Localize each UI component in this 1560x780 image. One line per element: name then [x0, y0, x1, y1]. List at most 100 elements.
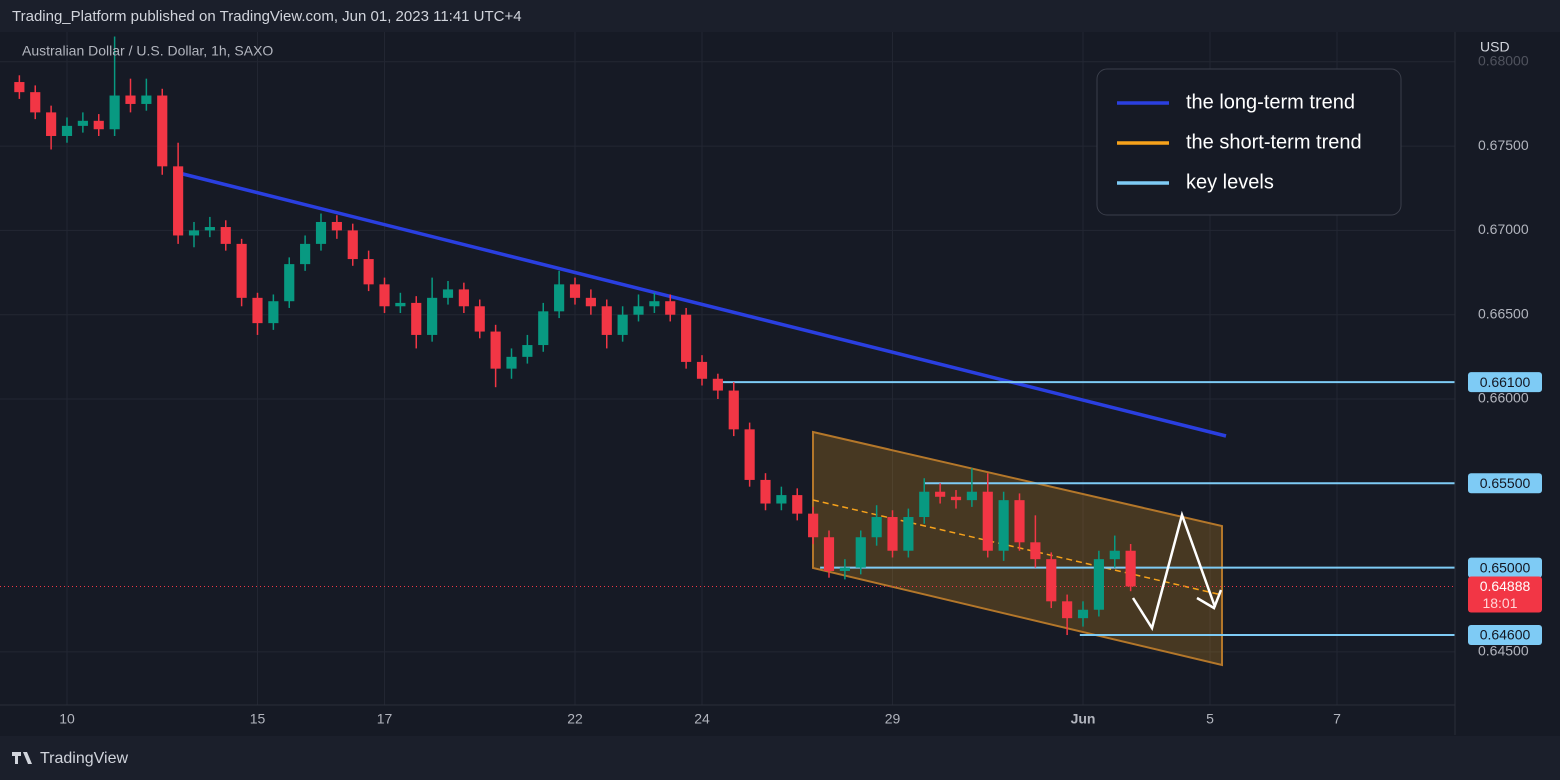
candle-body — [776, 495, 787, 504]
candle-body — [46, 112, 57, 136]
x-tick-label: 5 — [1206, 711, 1214, 727]
currency: USD — [1480, 39, 1510, 55]
key-level-tag — [1468, 557, 1542, 578]
key-level-tag — [1468, 473, 1542, 494]
candle-body — [792, 495, 803, 514]
candle-body — [61, 125, 73, 136]
candle-body — [665, 301, 676, 315]
candle-body — [871, 517, 882, 538]
last-price-tag — [1468, 576, 1542, 613]
candle-body — [284, 264, 295, 302]
candle-body — [1014, 500, 1025, 543]
candle-body — [585, 297, 596, 307]
x-tick-label: 10 — [59, 711, 75, 727]
y-tick-label: 0.67000 — [1478, 221, 1529, 237]
key-level-tag — [1468, 372, 1542, 393]
key-level-tag — [1468, 625, 1542, 646]
x-tick-label: 29 — [885, 711, 901, 727]
candle-body — [538, 311, 549, 346]
candle-body — [982, 491, 993, 551]
candle-body — [919, 491, 930, 518]
candle-body — [474, 306, 485, 332]
footer-bar — [0, 736, 1560, 780]
candle-body — [411, 302, 422, 335]
candle-body — [617, 314, 628, 335]
y-tick-label: 0.66000 — [1478, 390, 1529, 406]
candle-body — [300, 243, 311, 265]
key-level-label: 0.66100 — [1480, 374, 1531, 390]
candle-body — [427, 297, 438, 335]
candle-body — [506, 356, 517, 369]
y-tick-label: 0.67500 — [1478, 137, 1529, 153]
legend-box — [1096, 68, 1402, 216]
candle-body — [681, 314, 692, 362]
projection-path — [1131, 510, 1217, 632]
candle-body — [93, 120, 104, 130]
y-tick-label: 0.68000 — [1478, 53, 1529, 69]
candle-body — [839, 567, 850, 571]
candle-body — [252, 297, 263, 324]
projection-arrowhead — [1196, 589, 1223, 610]
candle-body — [14, 82, 25, 93]
key-level-label: 0.65500 — [1480, 475, 1531, 491]
candle-body — [950, 496, 962, 501]
candle-body — [728, 390, 739, 430]
candle-body — [855, 537, 866, 568]
candle-body — [442, 289, 454, 298]
candle-body — [379, 284, 390, 307]
candle-body — [903, 517, 914, 551]
candle-body — [220, 227, 231, 244]
candle-body — [268, 301, 279, 324]
footer-brand: TradingView — [40, 750, 128, 767]
candle-body — [554, 284, 565, 312]
candle-body — [458, 289, 469, 307]
key-levels — [0, 381, 1455, 637]
candle-body — [30, 92, 41, 113]
candle-body — [1030, 542, 1041, 560]
candle-body — [204, 227, 215, 231]
candle-body — [696, 361, 708, 379]
candle-body — [236, 243, 247, 298]
legend-label: the long-term trend — [1186, 91, 1355, 113]
candle-body — [395, 302, 406, 307]
candle-body — [1062, 601, 1073, 619]
candle-body — [760, 479, 771, 504]
legend: the long-term trend the short-term trend k… — [1117, 91, 1362, 193]
candle-body — [823, 537, 835, 571]
candle-body — [966, 491, 977, 501]
candle-body — [712, 378, 723, 391]
long-term-trend-line — [174, 170, 1227, 438]
candle-body — [935, 491, 946, 497]
candle-body — [649, 301, 660, 307]
header-text: Trading_Platform published on TradingVie… — [12, 8, 522, 25]
last-price-label: 0.64888 — [1480, 578, 1531, 594]
candle-body — [633, 306, 644, 315]
candle-body — [998, 500, 1009, 551]
candle-body — [141, 95, 152, 104]
candle-body — [1109, 550, 1120, 560]
candle-body — [1077, 609, 1089, 619]
x-tick-label: Jun — [1071, 711, 1096, 727]
candle-body — [125, 95, 136, 104]
key-level-label: 0.64600 — [1480, 627, 1531, 643]
y-tick-label: 0.66500 — [1478, 305, 1529, 321]
candle-body — [109, 95, 120, 130]
x-tick-label: 22 — [567, 711, 583, 727]
countdown: 18:01 — [1482, 595, 1517, 611]
candle-body — [77, 120, 88, 126]
x-tick-label: 15 — [250, 711, 266, 727]
candle-body — [315, 221, 327, 244]
candle-body — [808, 513, 819, 538]
legend-label: the short-term trend — [1186, 131, 1362, 153]
candle-body — [1125, 550, 1136, 587]
candle-body — [887, 517, 898, 551]
symbol: Australian Dollar / U.S. Dollar, 1h, SAX… — [22, 43, 273, 59]
x-tick-label: 17 — [377, 711, 393, 727]
candle-body — [522, 345, 533, 357]
y-tick-label: 0.64500 — [1478, 643, 1529, 659]
candle-body — [173, 166, 184, 236]
candle-body — [490, 331, 501, 369]
candle-body — [601, 306, 612, 335]
candle-body — [1046, 559, 1057, 602]
